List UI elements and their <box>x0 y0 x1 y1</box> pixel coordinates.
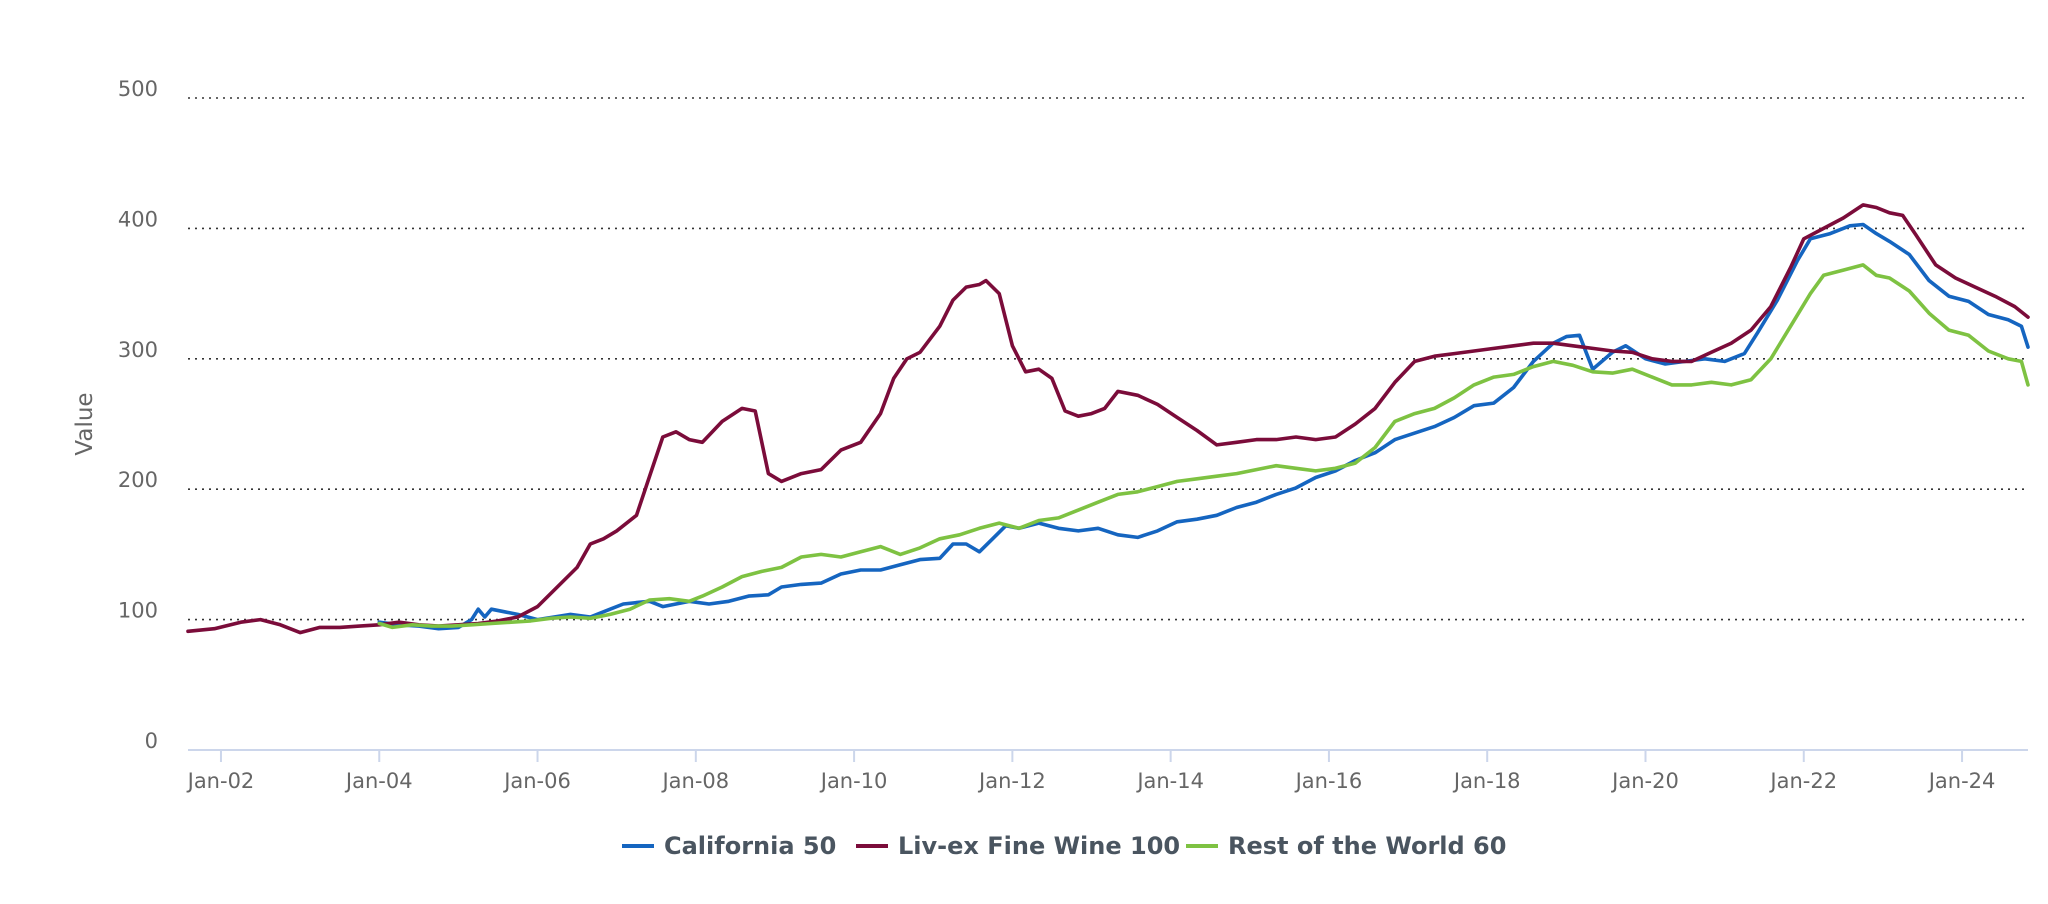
series-line-2 <box>186 203 2030 635</box>
x-tick-label: Jan-06 <box>502 769 571 793</box>
series <box>186 203 2030 635</box>
legend-label: Rest of the World 60 <box>1228 832 1506 860</box>
x-tick-label: Jan-08 <box>660 769 729 793</box>
y-tick-label: 200 <box>118 468 158 492</box>
x-tick-label: Jan-20 <box>1610 769 1679 793</box>
x-tick-label: Jan-10 <box>819 769 888 793</box>
x-tick-label: Jan-24 <box>1927 769 1996 793</box>
axes: 0 100 200 300 400 500 Jan-02 Jan-04 Jan-06 Jan-08… <box>118 77 2028 793</box>
legend-label: California 50 <box>664 832 836 860</box>
x-tick-label: Jan-12 <box>977 769 1046 793</box>
legend-item-3[interactable]: Rest of the World 60 <box>1186 832 1506 860</box>
x-tick-label: Jan-02 <box>186 769 255 793</box>
legend-label: Liv-ex Fine Wine 100 <box>898 832 1180 860</box>
x-tick-label: Jan-14 <box>1135 769 1204 793</box>
y-tick-label: 500 <box>118 77 158 101</box>
y-tick-label: 400 <box>118 207 158 231</box>
x-tick-label: Jan-18 <box>1452 769 1521 793</box>
legend-item-1[interactable]: California 50 <box>622 832 836 860</box>
legend-item-2[interactable]: Liv-ex Fine Wine 100 <box>856 832 1180 860</box>
y-axis-title: Value <box>72 392 98 455</box>
series-line-3 <box>377 263 2030 630</box>
x-tick-label: Jan-22 <box>1768 769 1837 793</box>
legend[interactable]: California 50 Liv-ex Fine Wine 100 Rest of… <box>622 832 1506 860</box>
x-tick-label: Jan-16 <box>1294 769 1363 793</box>
grid <box>188 97 2028 621</box>
y-tick-label: 0 <box>145 729 158 753</box>
y-tick-label: 300 <box>118 338 158 362</box>
x-tick-label: Jan-04 <box>344 769 413 793</box>
series-line-1 <box>377 222 2030 631</box>
y-tick-label: 100 <box>118 599 158 623</box>
